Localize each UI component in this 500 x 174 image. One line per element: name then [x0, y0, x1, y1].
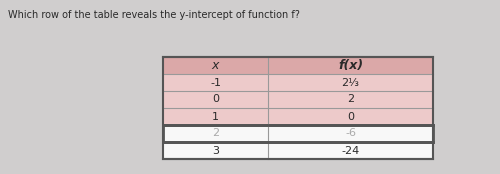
Bar: [163, 57, 433, 159]
Text: -1: -1: [210, 77, 221, 88]
Text: 2⅓: 2⅓: [342, 77, 359, 88]
Bar: [163, 125, 433, 142]
Text: 0: 0: [212, 94, 219, 105]
Bar: [163, 125, 433, 142]
Text: -24: -24: [342, 145, 359, 156]
Text: 2: 2: [347, 94, 354, 105]
Text: 1: 1: [212, 112, 219, 121]
Text: -6: -6: [345, 129, 356, 139]
Text: 0: 0: [347, 112, 354, 121]
Text: 2: 2: [212, 129, 219, 139]
Text: 3: 3: [212, 145, 219, 156]
Bar: [163, 91, 433, 108]
Bar: [163, 57, 433, 74]
Bar: [163, 74, 433, 91]
Bar: [163, 108, 433, 125]
Text: x: x: [212, 59, 219, 72]
Bar: [163, 142, 433, 159]
Text: Which row of the table reveals the y-intercept of function f?: Which row of the table reveals the y-int…: [8, 10, 300, 20]
Text: f(x): f(x): [338, 59, 363, 72]
